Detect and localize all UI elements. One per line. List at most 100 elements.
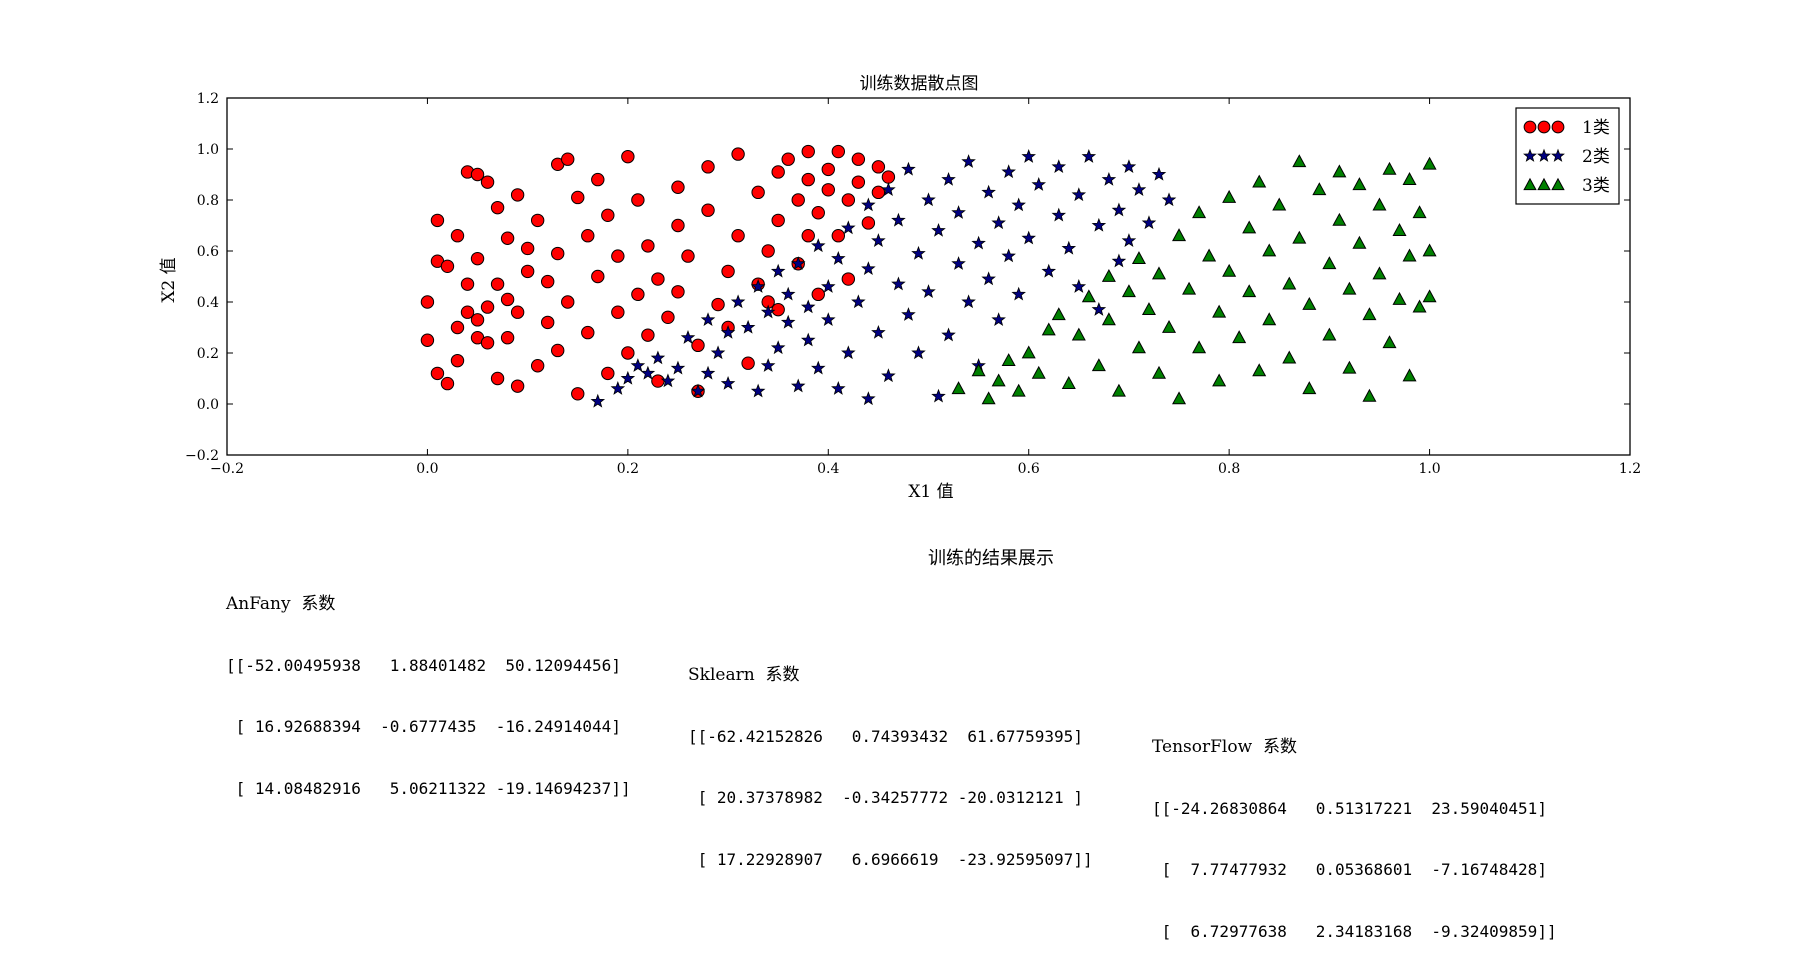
data-point [1262, 312, 1277, 326]
x-tick-label: 0.0 [416, 461, 438, 477]
x-tick-label: 1.0 [1418, 461, 1440, 477]
legend-label: 1类 [1582, 118, 1610, 138]
data-point [1312, 182, 1327, 196]
data-point [1382, 335, 1397, 349]
data-point [1222, 263, 1237, 277]
y-tick-label: 0.0 [197, 397, 219, 413]
data-point [1412, 299, 1427, 313]
data-point [781, 152, 795, 166]
sklearn-coefficients: Sklearn 系数 [[-62.42152826 0.74393432 61.… [688, 624, 1093, 891]
data-point [1382, 161, 1397, 175]
x-tick-label: 0.2 [617, 461, 639, 477]
data-point [1111, 383, 1126, 397]
data-point [851, 175, 866, 189]
data-point [591, 269, 605, 284]
plot-area: −0.2 0.0 0.2 0.4 0.6 0.8 1.0 1.2 −0.2 0.0 0.2 0.4 0.… [185, 91, 1641, 477]
data-point [1362, 307, 1377, 321]
data-point [710, 345, 726, 360]
data-point [460, 305, 475, 319]
data-point [681, 249, 695, 263]
data-point [951, 205, 966, 219]
x-tick-label: 0.6 [1018, 461, 1040, 477]
anfany-coefficients: AnFany 系数 [[-52.00495938 1.88401482 50.1… [226, 553, 631, 820]
data-point [630, 358, 646, 372]
data-point [1091, 302, 1107, 316]
data-point [800, 332, 816, 347]
data-point [1362, 388, 1377, 402]
data-point [671, 285, 685, 299]
anfany-coef-title: AnFany 系数 [226, 594, 336, 614]
data-point [1292, 230, 1307, 244]
data-point [490, 277, 505, 291]
data-point [841, 345, 856, 360]
data-point [1131, 340, 1146, 354]
data-point [671, 180, 685, 194]
x-axis-label: X1 值 [908, 482, 953, 502]
data-point [480, 336, 495, 350]
data-point [1121, 284, 1136, 298]
data-point [1011, 286, 1026, 301]
data-point [1061, 376, 1076, 389]
data-point [1131, 251, 1146, 265]
y-axis-label: X2 值 [159, 257, 179, 302]
data-point [611, 305, 625, 319]
data-point [911, 245, 926, 260]
data-point [1071, 327, 1086, 341]
data-point [991, 312, 1006, 327]
data-point [700, 365, 716, 380]
data-point [1422, 289, 1437, 303]
y-tick-label: 1.2 [197, 91, 219, 107]
data-point [871, 324, 886, 339]
data-point [631, 287, 645, 302]
data-point [1011, 383, 1026, 397]
data-point [1262, 243, 1277, 257]
data-point [1001, 164, 1016, 179]
data-point [551, 343, 565, 358]
data-point [1001, 248, 1016, 263]
results-title: 训练的结果展示 [928, 548, 1054, 569]
data-point [1031, 177, 1047, 191]
data-point [1182, 281, 1197, 295]
data-point [1141, 215, 1157, 230]
coef-line: [[-24.26830864 0.51317221 23.59040451] [1152, 798, 1547, 818]
data-point [470, 167, 485, 182]
legend-marker-triangle-icon [1523, 177, 1537, 191]
data-point [1071, 279, 1087, 293]
data-point [1402, 368, 1417, 382]
data-point [1151, 365, 1167, 379]
data-point [901, 307, 916, 321]
data-point [490, 371, 505, 386]
data-point [1001, 353, 1016, 367]
data-point [701, 160, 715, 174]
data-point [1031, 365, 1046, 379]
data-point [1131, 182, 1147, 196]
data-point [1422, 243, 1437, 257]
data-point [730, 294, 746, 309]
data-point [1282, 276, 1297, 290]
data-point [791, 193, 805, 207]
coef-line: [ 14.08482916 5.06211322 -19.14694237]] [226, 778, 631, 798]
data-point [861, 197, 876, 212]
data-point [470, 251, 485, 266]
data-point [510, 188, 525, 202]
data-point [561, 152, 575, 166]
data-point [1352, 177, 1367, 191]
data-point [1322, 327, 1337, 341]
sklearn-coef-title: Sklearn 系数 [688, 665, 800, 685]
data-point [891, 276, 906, 291]
data-point [651, 272, 665, 286]
data-point [1282, 350, 1297, 364]
data-point [1332, 212, 1347, 226]
data-point [841, 220, 856, 235]
data-point [631, 193, 645, 207]
data-point [680, 330, 696, 344]
data-point [590, 393, 606, 408]
data-point [861, 391, 876, 406]
data-point [1252, 363, 1267, 377]
data-point [1172, 228, 1187, 242]
data-point [571, 387, 585, 401]
data-point [810, 360, 826, 375]
data-point [480, 300, 495, 314]
data-point [1151, 266, 1167, 280]
data-point [981, 271, 996, 286]
